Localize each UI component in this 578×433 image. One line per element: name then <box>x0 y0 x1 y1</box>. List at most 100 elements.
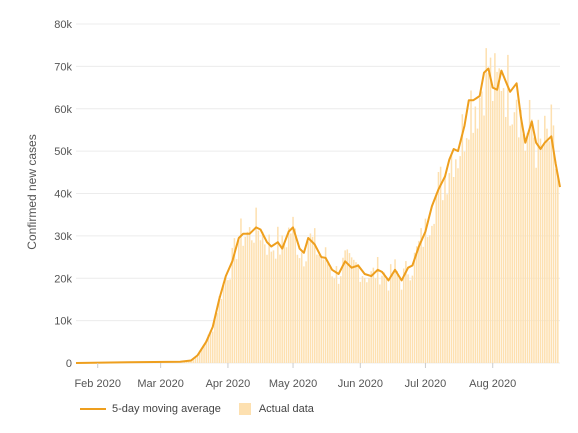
actual-data-bar <box>322 259 325 363</box>
actual-data-bar <box>418 240 420 363</box>
actual-data-bar <box>257 230 260 363</box>
actual-data-bar <box>229 279 231 363</box>
actual-data-bar <box>235 259 238 363</box>
actual-data-bar <box>253 242 255 363</box>
actual-data-bar <box>444 176 446 363</box>
actual-data-bar <box>502 88 505 363</box>
actual-data-bar <box>363 277 366 363</box>
actual-data-bar <box>207 334 210 363</box>
actual-data-bar <box>198 350 201 363</box>
actual-data-bar <box>335 266 338 363</box>
moving-average-line <box>75 67 561 364</box>
actual-data-bar <box>240 218 242 363</box>
actual-data-bar <box>361 276 364 363</box>
actual-data-bar <box>366 282 368 363</box>
actual-data-bar <box>431 225 433 363</box>
y-tick-label: 20k <box>54 273 72 285</box>
actual-data-bar <box>504 116 507 364</box>
actual-data-bar <box>387 290 390 363</box>
actual-data-bar <box>311 236 314 363</box>
actual-data-bar <box>324 247 327 363</box>
actual-data-bar <box>402 268 405 363</box>
actual-data-bar <box>450 155 453 363</box>
actual-data-bar <box>539 138 542 363</box>
actual-data-bar <box>420 228 422 363</box>
actual-data-bar <box>346 249 349 363</box>
actual-data-bar <box>494 53 496 363</box>
actual-data-bar <box>478 97 481 363</box>
actual-data-bar <box>491 100 494 363</box>
actual-data-bar <box>468 139 470 363</box>
actual-data-bar <box>374 278 377 363</box>
actual-data-bar <box>429 235 431 363</box>
actual-data-bar <box>331 276 333 363</box>
actual-data-bar <box>242 245 244 363</box>
actual-data-bar <box>385 279 388 363</box>
actual-data-bar <box>342 257 344 363</box>
y-tick-label: 10k <box>54 316 72 328</box>
actual-data-bar <box>298 258 301 363</box>
actual-data-bar <box>550 104 553 363</box>
actual-data-bar <box>411 275 414 363</box>
actual-data-bar <box>281 235 283 363</box>
legend: 5-day moving average Actual data <box>80 403 314 415</box>
y-tick-label: 60k <box>54 104 72 116</box>
actual-data-bar <box>398 277 401 363</box>
actual-data-bar <box>337 283 340 363</box>
actual-data-bar <box>357 263 359 363</box>
actual-data-bar <box>218 296 221 363</box>
actual-data-bar <box>379 284 381 363</box>
actual-data-bar <box>188 360 190 363</box>
actual-data-bar <box>394 259 396 363</box>
actual-data-bar <box>238 240 240 363</box>
actual-data-bar <box>248 227 251 363</box>
actual-data-bar <box>255 207 257 363</box>
actual-data-bar <box>544 115 546 364</box>
actual-data-bar <box>526 132 529 363</box>
actual-data-bar <box>277 226 279 363</box>
actual-data-bar <box>557 175 559 363</box>
actual-data-bar <box>292 216 294 363</box>
actual-data-bar <box>524 150 527 363</box>
actual-data-bar <box>370 271 372 363</box>
actual-data-bars <box>183 48 559 364</box>
actual-data-bar <box>259 240 262 363</box>
actual-data-bar <box>483 115 485 363</box>
x-tick-label: Jul 2020 <box>405 378 447 390</box>
x-axis-ticks: Feb 2020 Mar 2020 Apr 2020 May 2020 Jun 2020… <box>74 363 516 390</box>
actual-data-bar <box>350 257 353 363</box>
actual-data-bar <box>500 90 503 363</box>
actual-data-bar <box>537 119 540 364</box>
actual-data-bar <box>383 272 385 363</box>
actual-data-bar <box>422 246 425 363</box>
actual-data-bar <box>552 125 555 363</box>
actual-data-bar <box>457 168 459 363</box>
actual-data-bar <box>203 345 205 363</box>
actual-data-bar <box>520 109 522 363</box>
actual-data-bar <box>333 278 336 363</box>
actual-data-bar <box>372 267 375 363</box>
x-tick-label: Feb 2020 <box>74 378 120 390</box>
actual-data-bar <box>246 231 249 363</box>
y-tick-label: 70k <box>54 61 72 73</box>
actual-data-bar <box>437 172 440 363</box>
actual-data-bar <box>348 253 351 363</box>
legend-bar-swatch <box>238 403 251 415</box>
actual-data-bar <box>413 252 416 363</box>
actual-data-bar <box>424 218 427 363</box>
actual-data-bar <box>368 278 370 363</box>
actual-data-bar <box>313 228 316 363</box>
actual-data-bar <box>279 254 281 363</box>
actual-data-bar <box>300 252 303 363</box>
actual-data-bar <box>318 254 320 363</box>
actual-data-bar <box>244 236 247 363</box>
actual-data-bar <box>340 276 342 363</box>
actual-data-bar <box>439 166 442 363</box>
actual-data-bar <box>442 200 444 363</box>
actual-data-bar <box>285 247 288 363</box>
actual-data-bar <box>233 238 236 363</box>
actual-data-bar <box>496 71 498 363</box>
actual-data-bar <box>327 263 329 363</box>
actual-data-bar <box>409 280 412 363</box>
